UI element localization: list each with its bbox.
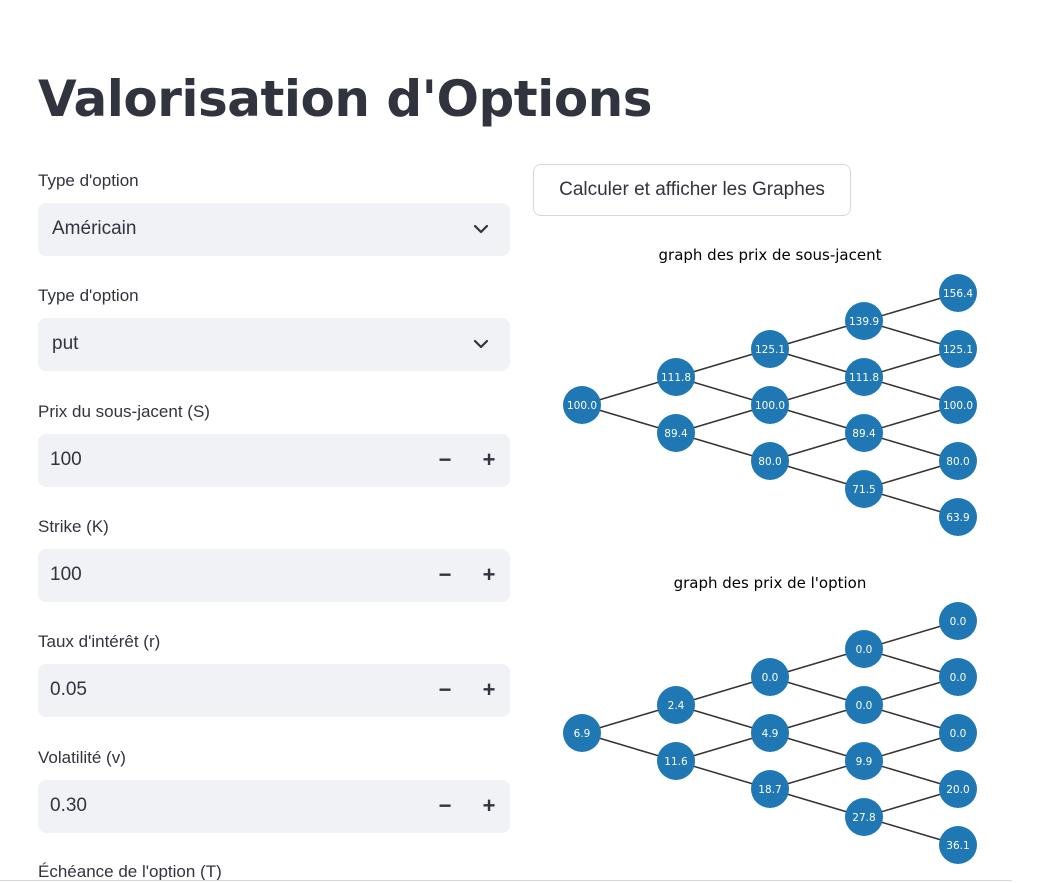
tree-node	[939, 330, 977, 368]
graph-title: graph des prix de l'option	[674, 574, 867, 592]
tree-node-label: 100.0	[755, 400, 785, 412]
tree-node-label: 9.9	[856, 756, 873, 768]
tree-node	[751, 658, 789, 696]
chevron-down-icon	[473, 339, 489, 349]
tree-node-label: 0.0	[762, 672, 779, 684]
option-kind-value: put	[52, 333, 79, 354]
tree-node-label: 125.1	[755, 344, 785, 356]
increment-button[interactable]: +	[482, 793, 496, 818]
tree-node-label: 0.0	[950, 672, 967, 684]
volatility-label: Volatilité (v)	[38, 748, 126, 767]
tree-node	[657, 414, 695, 452]
option-price-tree-svg: graph des prix de l'option 6.9 2.4 11.6 0.0 4…	[563, 574, 977, 864]
tree-node-label: 100.0	[567, 400, 597, 412]
tree-node	[845, 358, 883, 396]
decrement-button[interactable]: −	[438, 677, 452, 702]
interest-rate-input[interactable]: 0.05 − +	[38, 664, 510, 717]
spot-price-value[interactable]: 100	[50, 449, 82, 470]
tree-node-label: 20.0	[946, 784, 969, 796]
tree-node-label: 111.8	[849, 372, 879, 384]
tree-node-label: 63.9	[946, 512, 969, 524]
tree-node	[845, 414, 883, 452]
tree-node	[657, 686, 695, 724]
tree-node-label: 18.7	[758, 784, 781, 796]
tree-node-label: 36.1	[946, 840, 969, 852]
tree-node	[751, 330, 789, 368]
tree-node	[939, 826, 977, 864]
tree-node	[845, 686, 883, 724]
option-style-select[interactable]: Américain	[38, 203, 510, 256]
underlying-price-tree-svg: graph des prix de sous-jacent 100.0 111.8 8…	[563, 246, 977, 536]
volatility-input[interactable]: 0.30 − +	[38, 780, 510, 833]
strike-label: Strike (K)	[38, 517, 109, 536]
tree-node	[845, 302, 883, 340]
tree-node-label: 0.0	[950, 616, 967, 628]
tree-node	[751, 770, 789, 808]
tree-node	[751, 442, 789, 480]
tree-node	[751, 714, 789, 752]
tree-node	[939, 442, 977, 480]
tree-node-label: 27.8	[852, 812, 875, 824]
tree-node	[939, 770, 977, 808]
decrement-button[interactable]: −	[438, 447, 452, 472]
increment-button[interactable]: +	[482, 447, 496, 472]
spot-price-input[interactable]: 100 − +	[38, 434, 510, 487]
tree-node-label: 80.0	[758, 456, 781, 468]
tree-node-label: 89.4	[664, 428, 688, 440]
underlying-price-graph: graph des prix de sous-jacent 100.0 111.8 8…	[540, 238, 1000, 543]
option-price-graph: graph des prix de l'option 6.9 2.4 11.6 0.0 4…	[540, 566, 1000, 871]
tree-node	[939, 714, 977, 752]
decrement-button[interactable]: −	[438, 562, 452, 587]
tree-node	[939, 658, 977, 696]
page-title: Valorisation d'Options	[38, 70, 653, 128]
tree-node-label: 100.0	[943, 400, 973, 412]
option-kind-label: Type d'option	[38, 286, 139, 305]
decrement-button[interactable]: −	[438, 793, 452, 818]
tree-node	[657, 742, 695, 780]
graph-title: graph des prix de sous-jacent	[659, 246, 882, 264]
bottom-divider	[0, 880, 1012, 881]
strike-value[interactable]: 100	[50, 564, 82, 585]
increment-button[interactable]: +	[482, 562, 496, 587]
tree-node-label: 80.0	[946, 456, 969, 468]
tree-node-label: 125.1	[943, 344, 973, 356]
spot-price-label: Prix du sous-jacent (S)	[38, 402, 210, 421]
increment-button[interactable]: +	[482, 677, 496, 702]
tree-node-label: 4.9	[762, 728, 779, 740]
interest-rate-value[interactable]: 0.05	[50, 679, 87, 700]
tree-node	[845, 742, 883, 780]
volatility-value[interactable]: 0.30	[50, 795, 87, 816]
tree-node	[563, 386, 601, 424]
tree-node	[939, 386, 977, 424]
option-style-label: Type d'option	[38, 171, 139, 190]
tree-node	[845, 798, 883, 836]
tree-node	[845, 630, 883, 668]
tree-node-label: 11.6	[664, 756, 688, 768]
tree-node-label: 89.4	[852, 428, 876, 440]
tree-node-label: 71.5	[852, 484, 875, 496]
tree-node-label: 139.9	[849, 316, 879, 328]
tree-node-label: 0.0	[950, 728, 967, 740]
tree-node-label: 0.0	[856, 644, 873, 656]
tree-node-label: 0.0	[856, 700, 873, 712]
strike-input[interactable]: 100 − +	[38, 549, 510, 602]
tree-node	[657, 358, 695, 396]
tree-node-label: 156.4	[943, 288, 973, 300]
tree-node	[845, 470, 883, 508]
compute-graphs-button[interactable]: Calculer et afficher les Graphes	[533, 164, 851, 216]
option-style-value: Américain	[52, 218, 137, 239]
tree-node-label: 111.8	[661, 372, 691, 384]
tree-node-label: 6.9	[574, 728, 591, 740]
tree-node	[939, 498, 977, 536]
tree-node	[939, 274, 977, 312]
interest-rate-label: Taux d'intérêt (r)	[38, 632, 161, 651]
chevron-down-icon	[473, 224, 489, 234]
tree-node	[939, 602, 977, 640]
tree-node	[751, 386, 789, 424]
tree-node-label: 2.4	[668, 700, 685, 712]
option-kind-select[interactable]: put	[38, 318, 510, 371]
maturity-label: Échéance de l'option (T)	[38, 862, 222, 881]
tree-node	[563, 714, 601, 752]
